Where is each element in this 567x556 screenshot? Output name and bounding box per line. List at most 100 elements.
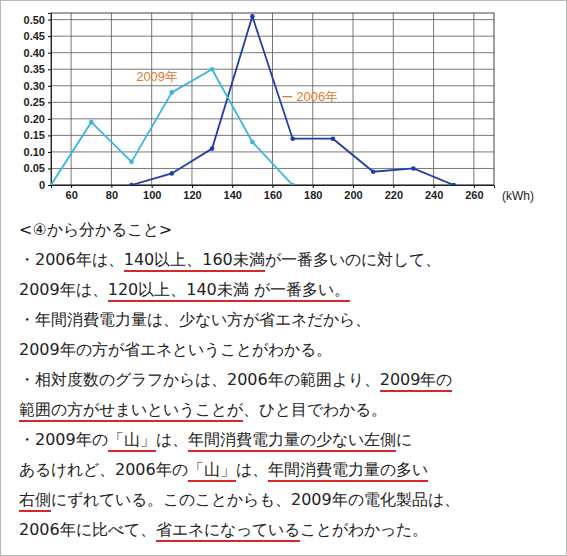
x-tick: 100 — [143, 185, 161, 201]
note-text: あるけれど、2006年の — [19, 460, 188, 479]
x-tick: 260 — [465, 185, 483, 201]
notes-line: ・相対度数のグラフからは、2006年の範囲より、2009年の — [19, 365, 460, 395]
underlined-text: 年間消費電力量の多い — [268, 460, 428, 482]
grid-line-y — [51, 52, 494, 53]
y-tick-mark — [48, 185, 51, 186]
note-text: 2006年に比べて、 — [19, 520, 156, 539]
underlined-text: 「山」 — [188, 460, 236, 482]
y-tick-label: 0.25 — [24, 96, 45, 108]
underlined-text: 範囲の方がせまいということが — [19, 400, 243, 422]
series-marker — [89, 120, 94, 125]
grid-line-x — [232, 13, 233, 185]
y-tick: 0.30 — [24, 80, 51, 92]
y-axis: 00.050.100.150.200.250.300.350.400.450.5… — [24, 14, 52, 192]
grid-line-y — [51, 69, 494, 70]
notes-heading: <④から分かること> — [19, 215, 460, 245]
notes-line: 2009年の方が省エネということがわかる。 — [19, 335, 460, 365]
x-tick-label: 120 — [183, 189, 201, 201]
y-axis-line — [48, 14, 52, 186]
note-text: は、 — [236, 460, 268, 479]
x-tick: 60 — [66, 185, 78, 201]
plot-marks — [51, 14, 456, 185]
y-tick: 0.50 — [24, 14, 51, 26]
note-text: が一番多いのに対して、 — [265, 250, 441, 269]
grid — [51, 13, 494, 185]
x-tick-label: 220 — [385, 189, 403, 201]
notes-line: 2009年は、120以上、140未満 が一番多い。 — [19, 275, 460, 305]
x-tick-mark — [353, 185, 354, 188]
y-tick-mark — [48, 36, 51, 37]
y-tick: 0.15 — [24, 129, 51, 141]
y-tick-label: 0.20 — [24, 113, 45, 125]
x-tick: 140 — [224, 185, 242, 201]
series — [51, 67, 295, 185]
series-label-group: 2006年 — [282, 89, 338, 104]
series-marker — [451, 183, 456, 185]
notes-line: ・年間消費電力量は、少ない方が省エネだから、 — [19, 305, 460, 335]
series-marker — [371, 169, 376, 174]
series-marker — [129, 183, 134, 185]
grid-line-x — [393, 13, 394, 185]
note-text: にずれている。このことからも、2009年の電化製品は、 — [51, 490, 460, 509]
series-label: 2009年 — [136, 69, 178, 84]
series-marker — [290, 183, 295, 185]
grid-line-y — [51, 118, 494, 119]
x-tick-label: 160 — [264, 189, 282, 201]
y-tick-mark — [48, 135, 51, 136]
x-tick-mark — [434, 185, 435, 188]
series-marker — [51, 183, 53, 185]
series-marker — [210, 67, 215, 72]
grid-line-x — [191, 13, 192, 185]
x-tick: 80 — [106, 185, 118, 201]
x-tick-label: 80 — [106, 189, 118, 201]
series-marker — [129, 160, 134, 165]
y-tick-mark — [48, 152, 51, 153]
note-text: ・2006年は、 — [19, 250, 124, 269]
series-line — [51, 69, 293, 185]
underlined-text: 省エネになっている — [156, 520, 300, 542]
grid-line-y — [51, 168, 494, 169]
notes-line: 範囲の方がせまいということが、ひと目でわかる。 — [19, 395, 460, 425]
x-tick-label: 100 — [143, 189, 161, 201]
x-tick-mark — [192, 185, 193, 188]
y-tick-label: 0 — [39, 179, 45, 191]
x-tick-mark — [393, 185, 394, 188]
grid-line-y — [51, 19, 494, 20]
y-tick-mark — [48, 53, 51, 54]
y-tick: 0.25 — [24, 96, 51, 108]
underlined-text: 「山」 — [108, 430, 156, 452]
series-label: 2006年 — [296, 89, 338, 104]
y-tick: 0.05 — [24, 162, 51, 174]
series-marker — [210, 146, 215, 151]
note-text: は、 — [156, 430, 188, 449]
x-tick: 120 — [183, 185, 201, 201]
series-label-leader — [282, 96, 292, 97]
note-text: ・年間消費電力量は、少ない方が省エネだから、 — [19, 310, 371, 329]
y-tick: 0.20 — [24, 113, 51, 125]
x-tick: 200 — [344, 185, 362, 201]
y-tick: 0.40 — [24, 47, 51, 59]
notes-line: 2006年に比べて、省エネになっていることがわかった。 — [19, 515, 460, 545]
y-tick-label: 0.40 — [24, 47, 45, 59]
x-tick: 160 — [264, 185, 282, 201]
grid-line-y — [51, 36, 494, 37]
x-tick: 240 — [425, 185, 443, 201]
y-tick: 0.10 — [24, 146, 51, 158]
chart-area: 60 80 100 120 140 160 180 200 220 240 260 0 0.05 0.10… — [1, 1, 566, 215]
series-marker — [290, 136, 295, 141]
grid-line-x — [353, 13, 354, 185]
y-tick-mark — [48, 86, 51, 87]
x-tick-label: 60 — [66, 189, 78, 201]
grid-line-x — [272, 13, 273, 185]
note-text: 2009年は、 — [19, 280, 108, 299]
x-tick: 180 — [304, 185, 322, 201]
series-marker — [331, 136, 336, 141]
series-label-group: 2009年 — [136, 69, 178, 84]
plot-frame — [51, 13, 494, 185]
x-tick-mark — [111, 185, 112, 188]
series-marker — [170, 90, 175, 95]
x-tick-label: 200 — [344, 189, 362, 201]
notes: <④から分かること>・2006年は、140以上、160未満が一番多いのに対して、… — [19, 215, 460, 545]
series-marker — [250, 140, 255, 145]
y-tick-label: 0.35 — [24, 63, 45, 75]
